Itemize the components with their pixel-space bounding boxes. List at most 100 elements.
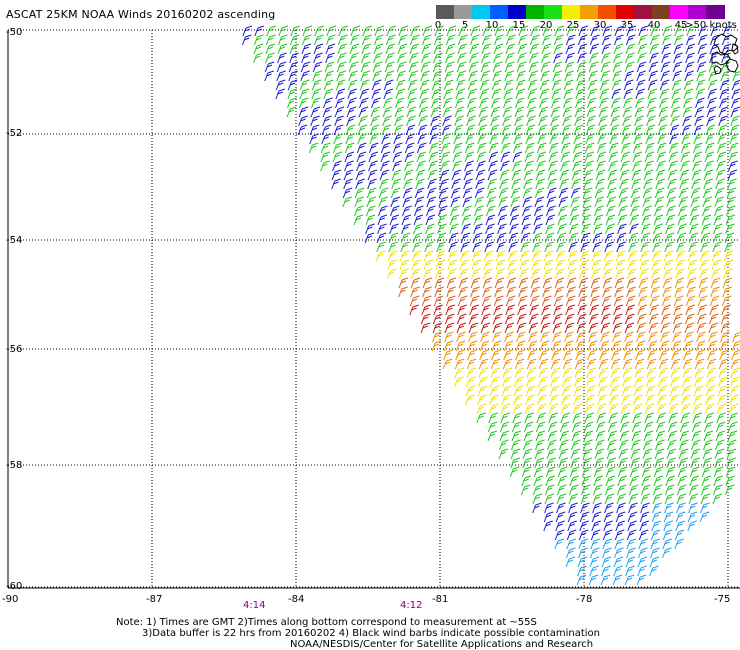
wind-barb — [576, 331, 586, 343]
wind-barb — [437, 214, 448, 226]
wind-barb — [647, 88, 658, 100]
wind-barb — [654, 187, 665, 199]
wind-barb — [583, 430, 594, 442]
wind-barb — [561, 124, 572, 136]
wind-barb — [565, 556, 576, 568]
wind-barb — [644, 142, 655, 154]
wind-barb — [683, 88, 694, 100]
coastline — [711, 33, 739, 75]
wind-barb — [670, 367, 681, 379]
wind-barb — [612, 574, 623, 586]
colorbar-labels: 0 5 10 15 20 25 30 35 40 45 >50 knots — [435, 20, 740, 32]
wind-barb — [364, 232, 375, 244]
wind-barb — [716, 151, 727, 163]
wind-barb — [677, 466, 688, 478]
wind-barb — [448, 241, 458, 253]
wind-barb — [566, 277, 577, 289]
wind-barb — [635, 340, 646, 352]
wind-barb — [665, 214, 676, 226]
wind-barb — [253, 34, 264, 46]
wind-barb — [346, 106, 357, 118]
wind-barb — [277, 34, 288, 46]
wind-barb — [476, 151, 487, 163]
wind-barb — [553, 34, 564, 46]
wind-barb — [601, 34, 612, 46]
wind-barb — [488, 403, 499, 415]
wind-barb — [689, 214, 700, 226]
wind-barb — [642, 448, 653, 460]
wind-barb — [349, 43, 360, 55]
wind-barb — [698, 25, 709, 37]
wind-barb — [679, 430, 690, 442]
wind-barb — [646, 115, 656, 127]
wind-barb — [396, 70, 406, 82]
wind-barb — [332, 142, 343, 154]
wind-barb — [619, 439, 629, 451]
wind-barb — [661, 295, 672, 307]
wind-barb — [573, 385, 584, 397]
wind-barb — [619, 421, 630, 433]
wind-barb — [707, 340, 718, 352]
wind-barb — [511, 169, 522, 181]
wind-barb — [311, 97, 321, 109]
wind-barb — [536, 160, 546, 172]
wind-barb — [490, 358, 501, 370]
lon-label: -78 — [576, 594, 593, 605]
wind-barb — [545, 223, 555, 235]
wind-barb — [622, 115, 632, 127]
wind-barb — [476, 412, 486, 424]
wind-barb — [532, 484, 543, 496]
wind-barb — [708, 331, 718, 343]
wind-barb — [674, 538, 685, 550]
wind-barb — [678, 448, 689, 460]
wind-barb — [664, 502, 674, 514]
wind-barb — [401, 223, 411, 235]
wind-barb — [447, 259, 458, 271]
wind-barb — [586, 115, 596, 127]
wind-barb — [572, 403, 583, 415]
wind-barb — [532, 502, 542, 514]
wind-barb — [546, 187, 557, 199]
wind-barb — [699, 259, 710, 271]
wind-barb — [406, 115, 416, 127]
wind-barb — [345, 124, 356, 136]
wind-barb — [524, 142, 535, 154]
wind-barb — [675, 250, 686, 262]
wind-barb — [344, 142, 355, 154]
wind-barb — [331, 169, 342, 181]
wind-barb — [537, 394, 547, 406]
wind-barb — [520, 232, 531, 244]
wind-barb — [626, 529, 637, 541]
wind-barb — [685, 34, 696, 46]
wind-barb — [699, 268, 709, 280]
wind-barb — [570, 205, 580, 217]
wind-barb — [531, 259, 542, 271]
wind-barb — [535, 178, 545, 190]
wind-barb — [688, 241, 698, 253]
wind-barb — [544, 502, 554, 514]
wind-barb — [540, 313, 551, 325]
wind-barb — [624, 331, 634, 343]
wind-barb — [684, 70, 694, 82]
wind-barb — [690, 187, 701, 199]
wind-barb — [600, 313, 611, 325]
wind-barb — [719, 88, 730, 100]
wind-barb — [350, 25, 361, 37]
wind-barb — [572, 151, 583, 163]
wind-barb — [367, 169, 378, 181]
wind-barb — [610, 115, 620, 127]
wind-barb — [546, 196, 557, 208]
wind-barb — [691, 421, 702, 433]
wind-barb — [418, 115, 428, 127]
wind-barb — [706, 106, 717, 118]
wind-barb — [579, 259, 590, 271]
wind-barb — [719, 340, 730, 352]
wind-barb — [460, 241, 470, 253]
wind-barb — [439, 169, 450, 181]
wind-barb — [708, 70, 718, 82]
wind-barb — [649, 304, 659, 316]
wind-barb — [576, 574, 587, 586]
wind-barb — [641, 475, 652, 487]
wind-barb — [650, 25, 661, 37]
wind-barb — [629, 223, 639, 235]
